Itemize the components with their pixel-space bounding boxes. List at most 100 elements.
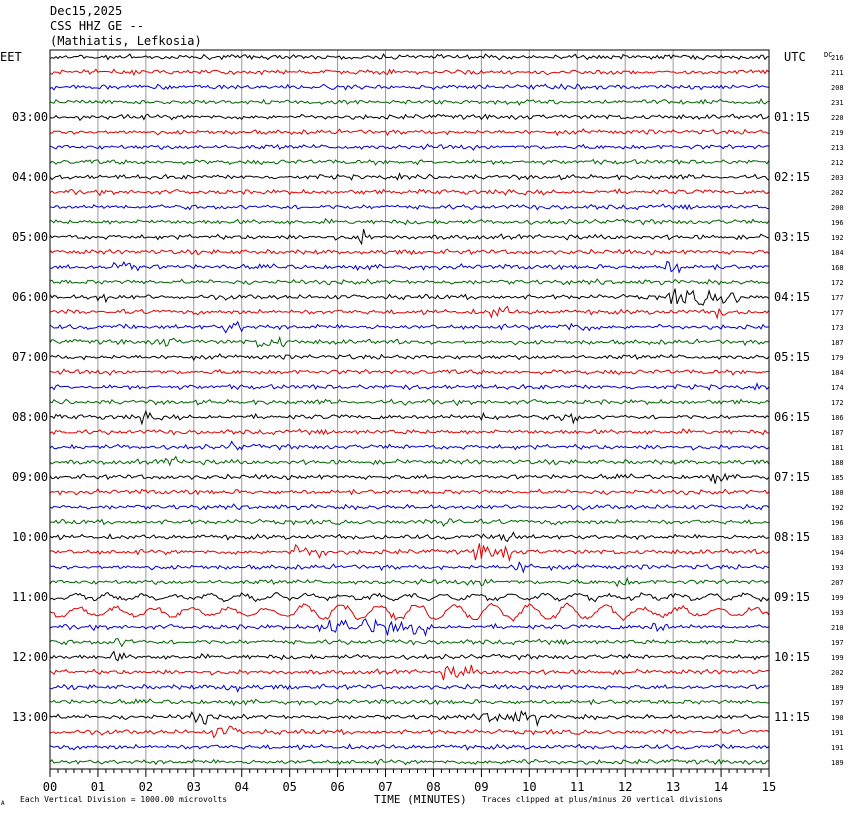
seismic-trace (49, 320, 770, 334)
x-tick-label: 00 (43, 780, 57, 794)
dc-value-labels: 216 211 208 231 220 219 213 212 203 202 200 196 192 1… (831, 54, 844, 767)
dc-value: 208 (831, 84, 844, 92)
clip-note: Traces clipped at plus/minus 20 vertical… (482, 795, 723, 804)
dc-value: 202 (831, 189, 844, 197)
right-hour-label: 02:15 (774, 170, 810, 184)
x-ticks: 00 01 02 03 04 05 06 07 08 09 10 11 12 13 14 15 (43, 769, 776, 794)
left-time-labels: 03:00 04:00 05:00 06:00 07:00 08:00 09:00 10:00… (12, 110, 48, 724)
seismic-trace (50, 561, 770, 574)
dc-value: 213 (831, 144, 844, 152)
seismic-trace (49, 576, 770, 588)
left-hour-label: 11:00 (12, 590, 48, 604)
dc-value: 179 (831, 354, 844, 362)
seismic-trace (49, 543, 770, 563)
dc-label: DC (824, 51, 832, 59)
seismic-trace (49, 218, 770, 226)
x-tick-label: 08 (426, 780, 440, 794)
x-tick-label: 13 (666, 780, 680, 794)
seismic-trace (49, 128, 770, 137)
left-hour-label: 09:00 (12, 470, 48, 484)
dc-value: 197 (831, 639, 844, 647)
right-hour-label: 11:15 (774, 710, 810, 724)
seismic-trace (49, 382, 770, 391)
dc-value: 197 (831, 699, 844, 707)
seismic-trace (49, 158, 770, 166)
right-zone-label: UTC (784, 50, 806, 64)
seismic-trace (49, 368, 770, 376)
dc-value: 231 (831, 99, 844, 107)
seismic-trace (49, 398, 770, 407)
dc-value: 199 (831, 654, 844, 662)
seismic-trace (49, 305, 770, 320)
seismic-trace (49, 683, 770, 693)
dc-value: 187 (831, 339, 844, 347)
left-hour-label: 13:00 (12, 710, 48, 724)
dc-value: 193 (831, 609, 844, 617)
seismic-trace (49, 98, 770, 106)
header-station: CSS HHZ GE -- (50, 19, 144, 33)
dc-value: 181 (831, 444, 844, 452)
dc-value: 189 (831, 759, 844, 767)
seismic-trace (49, 409, 770, 426)
dc-value: 174 (831, 384, 844, 392)
dc-value: 177 (831, 309, 844, 317)
plot-frame (49, 49, 770, 770)
left-hour-label: 03:00 (12, 110, 48, 124)
seismic-trace (50, 260, 770, 274)
dc-value: 196 (831, 519, 844, 527)
dc-value: 219 (831, 129, 844, 137)
left-zone-label: EET (0, 50, 22, 64)
seismic-trace (49, 503, 770, 511)
right-hour-label: 06:15 (774, 410, 810, 424)
x-tick-label: 01 (91, 780, 105, 794)
left-hour-label: 08:00 (12, 410, 48, 424)
x-tick-label: 15 (762, 780, 776, 794)
dc-value: 191 (831, 744, 844, 752)
scale-note: Each Vertical Division = 1000.00 microvo… (20, 795, 227, 804)
header-date: Dec15,2025 (50, 4, 123, 18)
left-hour-label: 07:00 (12, 350, 48, 364)
dc-value: 202 (831, 669, 844, 677)
dc-value: 168 (831, 264, 844, 272)
x-tick-label: 14 (714, 780, 728, 794)
dc-value: 184 (831, 369, 844, 377)
left-hour-label: 10:00 (12, 530, 48, 544)
dc-value: 216 (831, 54, 844, 62)
dc-value: 196 (831, 219, 844, 227)
dc-value: 203 (831, 174, 844, 182)
seismic-trace (49, 743, 770, 751)
left-hour-label: 04:00 (12, 170, 48, 184)
dc-value: 190 (831, 714, 844, 722)
left-hour-label: 05:00 (12, 230, 48, 244)
dc-value: 187 (831, 429, 844, 437)
x-axis-label: TIME (MINUTES) (374, 793, 467, 806)
dc-value: 180 (831, 489, 844, 497)
seismic-trace (49, 143, 770, 151)
seismic-trace (49, 68, 770, 77)
seismic-trace (49, 518, 770, 528)
left-hour-label: 12:00 (12, 650, 48, 664)
seismic-trace (49, 203, 770, 211)
seismic-trace (49, 602, 770, 622)
right-hour-label: 01:15 (774, 110, 810, 124)
traces (49, 53, 770, 766)
dc-value: 172 (831, 279, 844, 287)
dc-value: 172 (831, 399, 844, 407)
right-hour-label: 04:15 (774, 290, 810, 304)
dc-value: 199 (831, 594, 844, 602)
dc-value: 189 (831, 684, 844, 692)
right-hour-label: 10:15 (774, 650, 810, 664)
dc-value: 193 (831, 564, 844, 572)
dc-value: 200 (831, 204, 844, 212)
seismic-trace (49, 83, 770, 91)
seismic-trace (49, 664, 770, 681)
right-time-labels: 01:15 02:15 03:15 04:15 05:15 06:15 07:15 08:15… (774, 110, 810, 724)
dc-value: 210 (831, 624, 844, 632)
seismic-trace (49, 278, 770, 286)
seismic-trace (49, 335, 770, 348)
seismic-trace (49, 440, 770, 451)
dc-value: 185 (831, 474, 844, 482)
dc-value: 186 (831, 414, 844, 422)
x-tick-label: 07 (378, 780, 392, 794)
